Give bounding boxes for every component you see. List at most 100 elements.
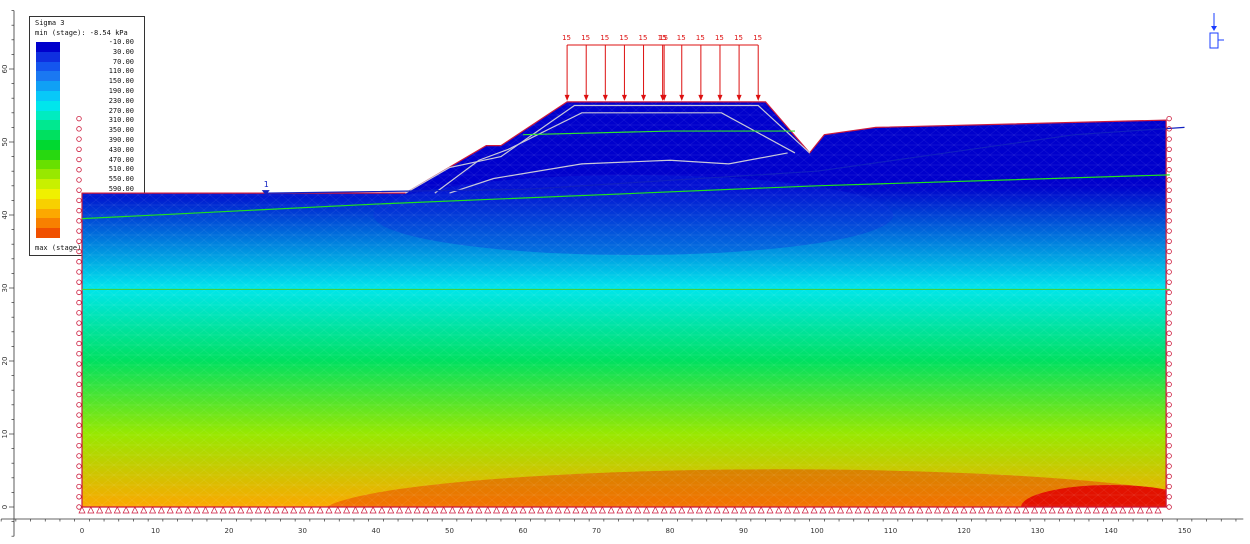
pin-support	[1075, 506, 1083, 514]
pin-support	[316, 506, 324, 514]
pin-support	[634, 506, 642, 514]
pin-support	[589, 506, 598, 514]
load-arrow-head	[602, 94, 608, 101]
pin-support	[272, 506, 280, 514]
pin-support	[819, 506, 827, 514]
y-tick-label: 10	[1, 430, 9, 439]
roller-support	[76, 453, 82, 459]
roller-support	[1166, 463, 1172, 469]
legend-swatch	[36, 198, 60, 209]
pin-support	[881, 506, 889, 514]
pin-support	[263, 506, 271, 514]
roller-support	[76, 187, 82, 193]
pin-support	[1101, 506, 1109, 514]
y-tick-label: 40	[1, 211, 9, 220]
legend-level: 190.00	[108, 86, 134, 95]
pin-support	[1048, 506, 1056, 514]
pin-support	[713, 506, 721, 514]
pin-support	[510, 506, 518, 514]
pin-support	[792, 506, 800, 514]
embankment-layer-boundary	[449, 152, 788, 194]
finite-element-mesh	[82, 101, 1167, 507]
pin-support	[1119, 506, 1127, 514]
legend-swatches	[36, 42, 60, 238]
roller-support	[76, 483, 82, 490]
legend-level: 310.00	[108, 116, 134, 125]
pin-support	[1083, 506, 1092, 514]
legend-swatch	[36, 90, 60, 101]
pin-support	[404, 506, 412, 514]
roller-support	[1166, 156, 1172, 163]
legend-swatch	[36, 130, 60, 140]
roller-support	[76, 504, 82, 510]
roller-support	[76, 391, 82, 398]
load-icon[interactable]	[1209, 13, 1224, 49]
load-value-label: 15	[600, 34, 609, 42]
pin-support	[219, 506, 227, 514]
roller-support	[1166, 177, 1172, 183]
roller-support	[76, 126, 82, 132]
roller-support	[76, 248, 82, 255]
pin-support	[290, 506, 298, 514]
load-arrow-head	[736, 94, 742, 101]
pin-support	[1004, 506, 1012, 514]
legend-swatch	[36, 218, 60, 229]
pin-support	[78, 506, 86, 514]
y-tick-label: 20	[1, 357, 9, 366]
pin-support	[951, 506, 959, 514]
legend-level: 590.00	[108, 184, 134, 193]
pin-support	[334, 506, 342, 514]
pin-support	[228, 506, 236, 514]
roller-support	[76, 299, 82, 306]
pin-support	[572, 506, 580, 514]
legend-level: 350.00	[108, 126, 134, 135]
roller-support	[76, 218, 82, 224]
pin-support	[140, 506, 148, 514]
pin-support	[457, 506, 465, 514]
roller-support	[76, 156, 82, 163]
pin-support	[986, 506, 995, 514]
x-tick-label: 90	[739, 527, 748, 535]
pin-support	[978, 506, 986, 514]
pin-support	[378, 506, 386, 514]
pin-support	[872, 506, 880, 514]
pin-support	[969, 506, 977, 514]
pin-support	[731, 506, 739, 514]
pin-support	[933, 506, 942, 514]
pin-support	[113, 506, 121, 514]
water-table-label: 1	[264, 180, 269, 189]
pin-support	[325, 506, 333, 514]
x-tick-label: 10	[151, 527, 160, 535]
pin-support	[440, 506, 448, 514]
roller-support	[1166, 402, 1172, 408]
roller-support	[1166, 422, 1172, 428]
pin-support	[801, 506, 809, 514]
x-tick-label: 80	[666, 527, 675, 535]
roller-support	[1166, 228, 1172, 234]
pin-support	[395, 506, 404, 514]
embankment-layer-boundary	[405, 104, 811, 194]
roller-support	[76, 259, 82, 265]
pin-support	[104, 506, 113, 514]
pin-support	[387, 506, 395, 514]
load-value-label: 15	[696, 34, 705, 42]
load-value-label: 15	[659, 34, 668, 42]
load-value-label: 15	[734, 34, 743, 42]
roller-support	[76, 238, 82, 244]
roller-support	[1166, 197, 1172, 204]
y-tick-label: 0	[1, 505, 9, 509]
pin-support	[925, 506, 933, 514]
legend-swatch	[36, 71, 60, 82]
legend-level: 150.00	[108, 77, 134, 86]
pin-support	[413, 506, 421, 514]
pin-support	[1154, 506, 1162, 514]
pin-support	[1039, 506, 1047, 514]
roller-support	[1166, 238, 1172, 244]
roller-support	[76, 442, 82, 449]
pin-support	[1092, 506, 1100, 514]
legend: Sigma 3 min (stage): -8.54 kPa -10.00 30.…	[29, 16, 145, 256]
roller-support	[76, 115, 82, 122]
x-tick-label: 140	[1104, 527, 1117, 535]
roller-support	[1166, 351, 1172, 357]
roller-support	[1166, 391, 1172, 398]
